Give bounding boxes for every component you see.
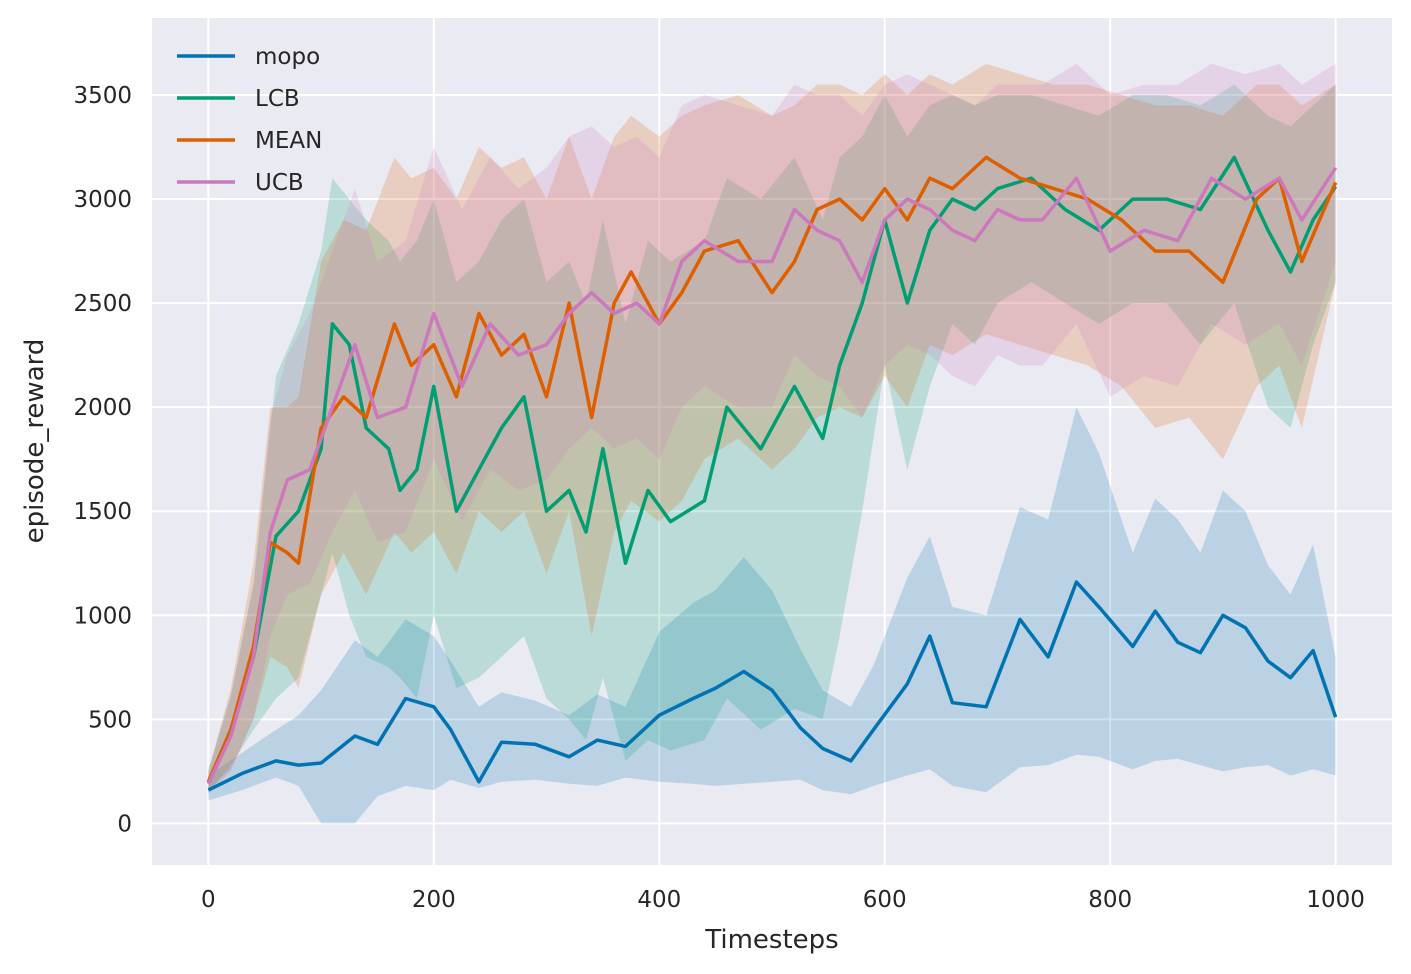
y-tick-label: 2500 [73, 291, 132, 317]
x-tick-label: 400 [637, 887, 681, 913]
line-ucb [206, 166, 1338, 785]
legend-label-lcb: LCB [255, 86, 300, 112]
y-tick-label: 0 [117, 811, 132, 837]
line-mean [206, 155, 1338, 783]
y-tick-label: 2000 [73, 395, 132, 421]
y-axis-title: episode_reward [20, 339, 50, 544]
x-tick-labels: 0 200 400 600 800 1000 [201, 887, 1365, 913]
x-axis-title: Timesteps [704, 925, 838, 955]
x-tick-label: 0 [201, 887, 216, 913]
y-tick-label: 1500 [73, 499, 132, 525]
legend: mopo LCB MEAN UCB [177, 44, 322, 196]
plot-background [152, 18, 1392, 865]
band-ucb [208, 63, 1336, 795]
x-tick-label: 1000 [1306, 887, 1365, 913]
y-tick-label: 3500 [73, 83, 132, 109]
legend-label-mean: MEAN [255, 128, 322, 154]
band-mopo [208, 407, 1336, 824]
series-lines [206, 155, 1338, 792]
legend-label-ucb: UCB [255, 170, 304, 196]
legend-label-mopo: mopo [255, 44, 320, 70]
x-tick-label: 200 [412, 887, 456, 913]
band-lcb [208, 84, 1336, 793]
x-tick-label: 600 [863, 887, 907, 913]
y-tick-labels: 0 500 1000 1500 2000 2500 3000 3500 [73, 83, 132, 837]
y-tick-label: 3000 [73, 187, 132, 213]
line-mopo [207, 580, 1338, 792]
x-tick-label: 800 [1088, 887, 1132, 913]
y-tick-label: 500 [88, 707, 132, 733]
grid-lines [152, 18, 1392, 865]
y-tick-label: 1000 [73, 603, 132, 629]
